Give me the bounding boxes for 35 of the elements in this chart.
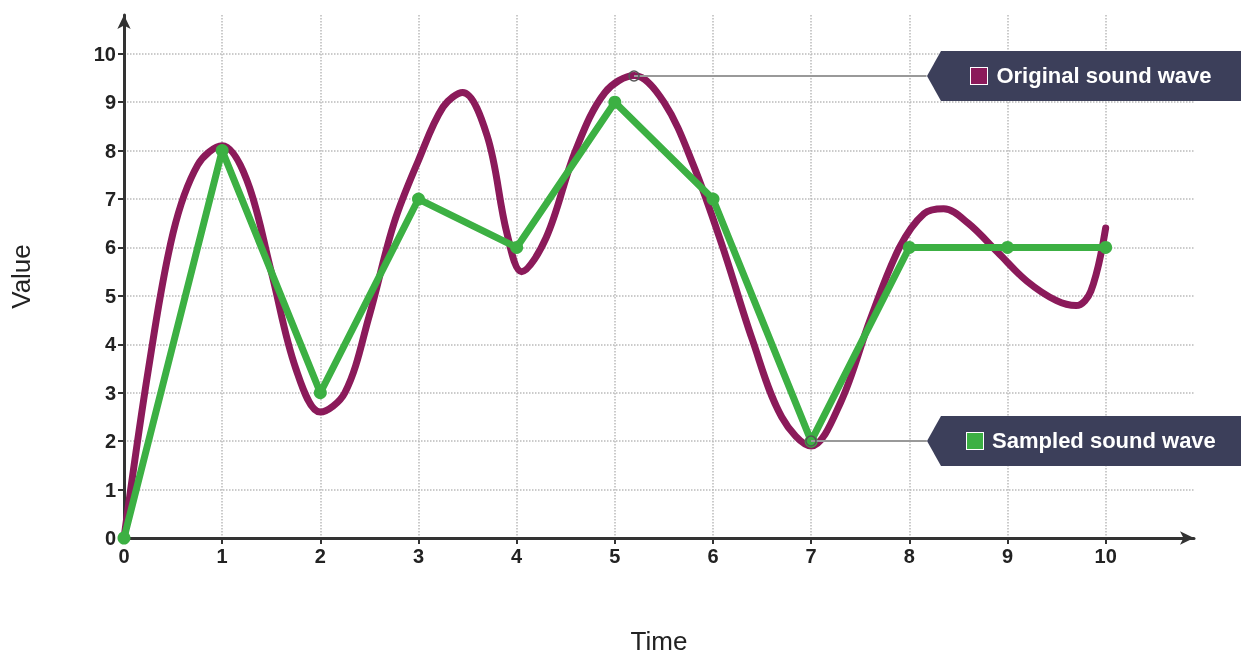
point [510, 240, 524, 254]
point [706, 192, 720, 206]
legend-label: Original sound wave [995, 61, 1213, 90]
y-tick-label: 9 [104, 91, 116, 114]
point [412, 192, 425, 206]
y-tick-label: 5 [104, 284, 116, 307]
x-tick-label: 4 [511, 545, 524, 567]
x-tick-label: 10 [1094, 545, 1117, 567]
point [608, 95, 622, 109]
y-tick-label: 1 [104, 478, 116, 501]
x-tick-label: 6 [707, 545, 719, 567]
x-tick-label: 3 [412, 545, 425, 567]
x-tick-label: 7 [805, 545, 817, 567]
point [1001, 240, 1014, 254]
point [117, 531, 131, 545]
y-tick-label: 3 [104, 381, 116, 404]
legend-label: Sampled sound wave [991, 427, 1217, 456]
x-tick-label: 8 [903, 545, 915, 567]
y-tick-label: 0 [104, 527, 116, 549]
y-axis-title: Value [6, 244, 36, 309]
y-tick-label: 10 [93, 42, 116, 65]
x-tick-label: 0 [118, 545, 130, 567]
point [1099, 240, 1113, 254]
x-tick-label: 5 [609, 545, 621, 567]
y-tick-label: 4 [104, 333, 117, 356]
y-tick-label: 7 [104, 188, 116, 211]
point [902, 240, 916, 254]
x-tick-label: 2 [314, 545, 326, 567]
x-tick-label: 1 [216, 545, 228, 567]
y-tick-label: 8 [104, 139, 116, 162]
point [215, 144, 229, 158]
x-axis-title: Time [630, 626, 688, 656]
y-tick-label: 6 [104, 236, 116, 259]
x-tick-label: 9 [1001, 545, 1014, 567]
y-tick-label: 2 [104, 430, 116, 453]
